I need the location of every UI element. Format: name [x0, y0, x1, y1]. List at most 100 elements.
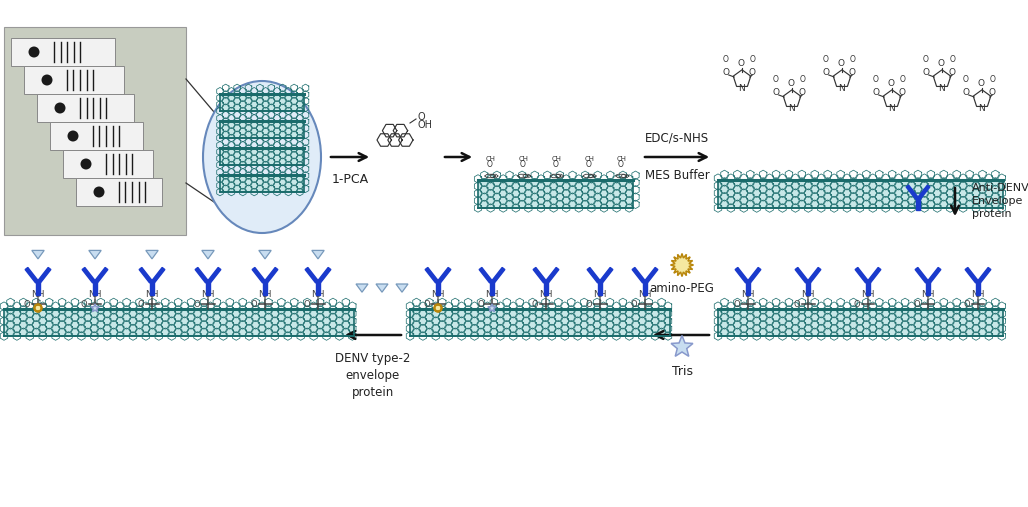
Polygon shape [795, 268, 808, 283]
Text: O: O [24, 300, 31, 308]
Text: O: O [914, 300, 920, 308]
Text: O: O [520, 160, 525, 169]
Polygon shape [356, 284, 368, 292]
Polygon shape [318, 268, 331, 283]
Text: O: O [788, 79, 795, 88]
Polygon shape [32, 250, 44, 259]
Text: CH: CH [486, 156, 495, 162]
Polygon shape [918, 185, 930, 199]
Text: O: O [799, 75, 805, 84]
Polygon shape [34, 304, 42, 312]
Polygon shape [259, 250, 271, 259]
Text: O: O [424, 300, 431, 308]
Polygon shape [206, 282, 210, 295]
Text: NH: NH [258, 289, 271, 299]
FancyBboxPatch shape [37, 94, 134, 122]
Polygon shape [670, 254, 694, 276]
Circle shape [94, 187, 105, 198]
Text: Anti-DENV
Envelope
protein: Anti-DENV Envelope protein [972, 183, 1028, 219]
FancyBboxPatch shape [63, 150, 152, 178]
Text: O: O [194, 300, 200, 308]
Text: O: O [81, 300, 87, 308]
Polygon shape [855, 268, 869, 283]
Text: O: O [734, 300, 740, 308]
Text: O: O [799, 88, 806, 97]
Text: NH: NH [861, 289, 875, 299]
Polygon shape [735, 268, 748, 283]
Text: NH: NH [741, 289, 755, 299]
FancyBboxPatch shape [11, 38, 114, 66]
Polygon shape [90, 304, 99, 312]
Circle shape [41, 75, 52, 86]
Bar [718, 309, 1003, 336]
Text: N: N [838, 84, 845, 93]
Polygon shape [806, 282, 810, 295]
Polygon shape [491, 268, 505, 283]
Polygon shape [311, 250, 324, 259]
Polygon shape [479, 268, 492, 283]
Text: N: N [939, 84, 945, 93]
Polygon shape [146, 250, 158, 259]
Text: CH: CH [617, 156, 627, 162]
Text: NH: NH [540, 289, 553, 299]
Text: O: O [898, 88, 906, 97]
Text: O: O [723, 68, 729, 77]
Polygon shape [93, 282, 97, 295]
Polygon shape [978, 268, 991, 283]
Polygon shape [152, 268, 164, 283]
Text: EDC/s-NHS: EDC/s-NHS [645, 131, 709, 144]
Text: O: O [251, 300, 257, 308]
Text: O: O [749, 55, 756, 64]
Text: O: O [900, 75, 905, 84]
Text: OH: OH [417, 120, 432, 130]
Text: NH: NH [311, 289, 325, 299]
Text: O: O [964, 300, 970, 308]
Polygon shape [265, 268, 278, 283]
Text: O: O [938, 59, 945, 68]
Text: NH: NH [88, 289, 102, 299]
Text: NH: NH [801, 289, 815, 299]
Polygon shape [436, 282, 440, 295]
Text: O: O [963, 75, 968, 84]
Text: O: O [618, 160, 624, 169]
Text: O: O [989, 88, 996, 97]
Text: NH: NH [201, 289, 215, 299]
Polygon shape [139, 268, 152, 283]
Polygon shape [868, 268, 881, 283]
Polygon shape [95, 268, 108, 283]
Text: Tris: Tris [671, 365, 693, 378]
Text: N: N [888, 104, 895, 113]
Text: O: O [888, 79, 895, 88]
Text: CH: CH [519, 156, 528, 162]
Text: CH: CH [551, 156, 561, 162]
Text: NH: NH [921, 289, 934, 299]
Text: O: O [631, 300, 637, 308]
Bar [220, 121, 304, 138]
Polygon shape [926, 282, 930, 295]
Polygon shape [434, 304, 442, 312]
Bar [4, 309, 354, 336]
Text: NH: NH [432, 289, 445, 299]
Text: NH: NH [638, 289, 652, 299]
Polygon shape [396, 284, 408, 292]
Circle shape [80, 159, 91, 169]
Text: O: O [304, 300, 310, 308]
Text: N: N [738, 84, 745, 93]
Text: NH: NH [593, 289, 607, 299]
Circle shape [29, 47, 39, 57]
Polygon shape [208, 268, 221, 283]
Text: O: O [989, 75, 995, 84]
Text: O: O [849, 55, 855, 64]
Polygon shape [263, 282, 267, 295]
Polygon shape [438, 268, 451, 283]
Text: O: O [822, 55, 829, 64]
Polygon shape [746, 282, 750, 295]
Text: O: O [854, 300, 860, 308]
Text: O: O [949, 55, 955, 64]
Polygon shape [671, 336, 693, 356]
Polygon shape [645, 268, 658, 283]
Polygon shape [305, 268, 319, 283]
Text: 1-PCA: 1-PCA [331, 173, 369, 186]
Text: O: O [585, 160, 591, 169]
Text: O: O [849, 68, 855, 77]
